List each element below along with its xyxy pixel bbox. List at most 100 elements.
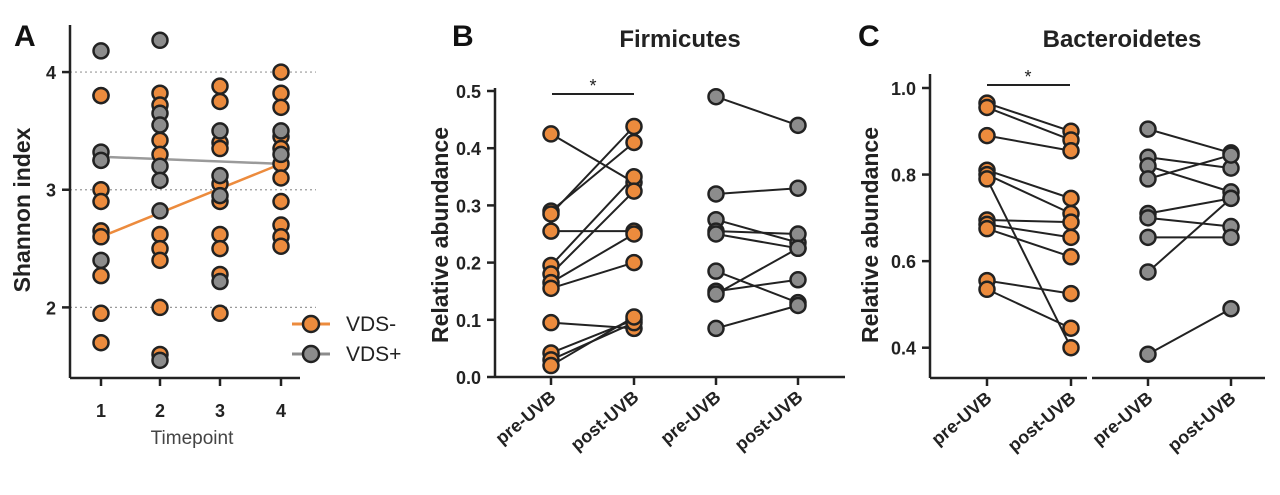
panel-c-x-tick-label: pre-UVB [1089, 388, 1157, 450]
panel-c-y-tick-label: 0.8 [891, 166, 916, 186]
panel-c-point-vds-minus-post [1062, 248, 1080, 266]
panel-c-point-vds-plus-post [1222, 228, 1240, 247]
panel-a-ylabel: Shannon index [9, 127, 35, 292]
panel-c-title: Bacteroidetes [1043, 26, 1202, 53]
panel-b-point-vds-plus-pre [707, 262, 725, 280]
panel-c-pair-line [986, 279, 1072, 295]
panel-b-y-tick-label: 0.4 [456, 139, 481, 159]
panel-b-x-tick-label: post-UVB [567, 387, 643, 455]
panel-a-point-vds-minus [92, 333, 110, 352]
panel-a-point-vds-plus [151, 116, 169, 134]
panel-b-point-vds-minus-post [625, 308, 643, 326]
panel-c-pair-line [986, 173, 1072, 215]
panel-b-point-vds-plus-pre [707, 285, 725, 303]
panel-a-point-vds-plus [211, 186, 229, 205]
panel-b-pair-line [715, 304, 799, 330]
panel-b-point-vds-minus-post [625, 253, 643, 272]
panel-b-point-vds-minus-post [625, 168, 643, 186]
panel-c-point-vds-plus-pre [1139, 345, 1157, 363]
panel-b-pair-line [715, 233, 799, 250]
panel-c-pair-line [986, 106, 1072, 141]
panel-letter-a: A [14, 20, 36, 53]
panel-b-title: Firmicutes [619, 26, 740, 53]
panel-b-pair-line [550, 133, 635, 184]
panel-b-pair-line [715, 278, 799, 293]
panel-c-pair-line [1147, 197, 1232, 215]
panel-a-x-tick-label: 4 [276, 401, 286, 421]
panel-a-trend-line-vds-minus [100, 162, 282, 238]
panel-a-point-vds-plus [151, 202, 169, 220]
panel-a-point-vds-plus [151, 171, 169, 190]
panel-b-pair-line [550, 233, 635, 284]
panel-c-point-vds-plus-pre [1139, 120, 1157, 138]
panel-a-point-vds-minus [272, 84, 290, 102]
panel-a-point-vds-minus [151, 298, 169, 317]
panel-a-point-vds-minus [211, 139, 229, 158]
panel-c-x-tick-label: post-UVB [1164, 388, 1240, 456]
panel-a-legend: VDS- VDS+ [292, 313, 401, 366]
panel-c-point-vds-minus-post [1062, 189, 1080, 208]
panel-a-point-vds-minus [211, 304, 229, 323]
panel-c-pair-line [1147, 156, 1232, 170]
panel-a-point-vds-minus [92, 266, 110, 285]
panel-b-point-vds-minus-pre [542, 356, 560, 375]
panel-b-point-vds-plus-pre [707, 319, 725, 338]
panel-c-point-vds-minus-pre [978, 98, 996, 117]
panel-b-point-vds-plus-post [789, 296, 807, 315]
panel-c-point-vds-minus-pre [978, 170, 996, 188]
panel-c-pair-line [986, 134, 1072, 152]
panel-a-xlabel: Timepoint [151, 428, 234, 449]
panel-c-point-vds-minus-post [1062, 338, 1080, 357]
panel-b-point-vds-minus-pre [542, 313, 560, 332]
panel-a-point-vds-plus [151, 157, 169, 175]
panel-a-point-vds-minus [151, 131, 169, 150]
panel-a-point-vds-plus [211, 166, 229, 185]
panel-b-pair-line [550, 176, 635, 267]
panel-letter-c: C [858, 20, 880, 53]
panel-a-point-vds-plus [272, 145, 290, 164]
panel-b-pair-line [550, 321, 635, 330]
panel-b-point-vds-minus-post [625, 182, 643, 200]
panel-c-point-vds-plus-post [1222, 146, 1240, 164]
panel-b-pair-line [715, 218, 799, 244]
panel-b-point-vds-minus-pre [542, 222, 560, 240]
panel-a-point-vds-minus [272, 192, 290, 211]
panel-c-point-vds-minus-post [1062, 213, 1080, 231]
panel-a-point-vds-plus [151, 31, 169, 50]
panel-a-point-vds-minus [92, 304, 110, 323]
panel-c-x-tick-label: post-UVB [1004, 388, 1080, 456]
panel-a-plot: 2 3 4 1 2 3 4 [46, 25, 316, 421]
panel-a-trend-line-vds-plus [100, 155, 282, 166]
panel-letter-b: B [452, 20, 474, 53]
panel-a-point-vds-minus [92, 86, 110, 105]
panel-c-y-tick-label: 0.6 [891, 252, 916, 272]
panel-a-point-vds-minus [211, 77, 229, 95]
panel-a-point-vds-minus [151, 225, 169, 244]
panel-b-pair-line [715, 187, 799, 195]
panel-b-pair-line [550, 190, 635, 275]
panel-b-ylabel: Relative abundance [427, 127, 453, 343]
panel-b-point-vds-plus-post [789, 116, 807, 135]
panel-c-point-vds-minus-post [1062, 284, 1080, 303]
panel-a-point-vds-minus [272, 169, 290, 187]
panel-a-point-vds-plus [92, 151, 110, 170]
panel-b-pair-line [715, 230, 799, 235]
panel-b-significance-star: * [589, 76, 596, 96]
panel-c-x-tick-label: pre-UVB [928, 388, 996, 450]
panel-c-point-vds-plus-post [1222, 299, 1240, 318]
panel-c-pair-line [1147, 216, 1232, 228]
panel-b-y-tick-label: 0.0 [456, 368, 481, 388]
panel-b-x-tick-label: pre-UVB [657, 387, 725, 449]
panel-a-point-vds-minus [272, 237, 290, 255]
panel-b-point-vds-plus-post [789, 271, 807, 289]
panel-c-pair-line [1147, 128, 1232, 154]
panel-b-point-vds-minus-post [625, 117, 643, 136]
panel-c-significance-star: * [1024, 67, 1031, 87]
panel-c-pair-line [986, 102, 1072, 133]
panel-a-x-tick-label: 3 [215, 401, 225, 421]
panel-b-point-vds-plus-post [789, 239, 807, 258]
panel-b-point-vds-minus-post [625, 133, 643, 152]
panel-c-point-vds-plus-pre [1139, 263, 1157, 281]
